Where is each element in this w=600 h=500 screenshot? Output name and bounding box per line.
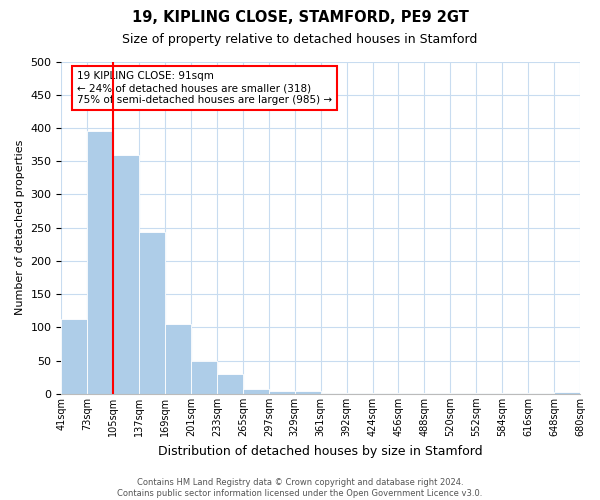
Bar — [191, 360, 217, 394]
Bar — [502, 393, 528, 394]
Bar — [476, 393, 502, 394]
Bar — [295, 390, 321, 394]
X-axis label: Distribution of detached houses by size in Stamford: Distribution of detached houses by size … — [158, 444, 483, 458]
Bar — [424, 393, 451, 394]
Bar — [243, 388, 269, 394]
Bar — [165, 324, 191, 394]
Bar — [113, 154, 139, 394]
Bar — [373, 393, 398, 394]
Y-axis label: Number of detached properties: Number of detached properties — [15, 140, 25, 316]
Bar — [398, 393, 424, 394]
Bar — [88, 132, 113, 394]
Bar — [528, 393, 554, 394]
Text: Contains HM Land Registry data © Crown copyright and database right 2024.
Contai: Contains HM Land Registry data © Crown c… — [118, 478, 482, 498]
Bar — [61, 320, 88, 394]
Text: 19 KIPLING CLOSE: 91sqm
← 24% of detached houses are smaller (318)
75% of semi-d: 19 KIPLING CLOSE: 91sqm ← 24% of detache… — [77, 72, 332, 104]
Bar — [321, 392, 347, 394]
Bar — [139, 232, 165, 394]
Bar — [554, 392, 580, 394]
Text: Size of property relative to detached houses in Stamford: Size of property relative to detached ho… — [122, 32, 478, 46]
Bar — [347, 393, 373, 394]
Bar — [269, 390, 295, 394]
Bar — [217, 374, 243, 394]
Text: 19, KIPLING CLOSE, STAMFORD, PE9 2GT: 19, KIPLING CLOSE, STAMFORD, PE9 2GT — [131, 10, 469, 25]
Bar — [451, 393, 476, 394]
